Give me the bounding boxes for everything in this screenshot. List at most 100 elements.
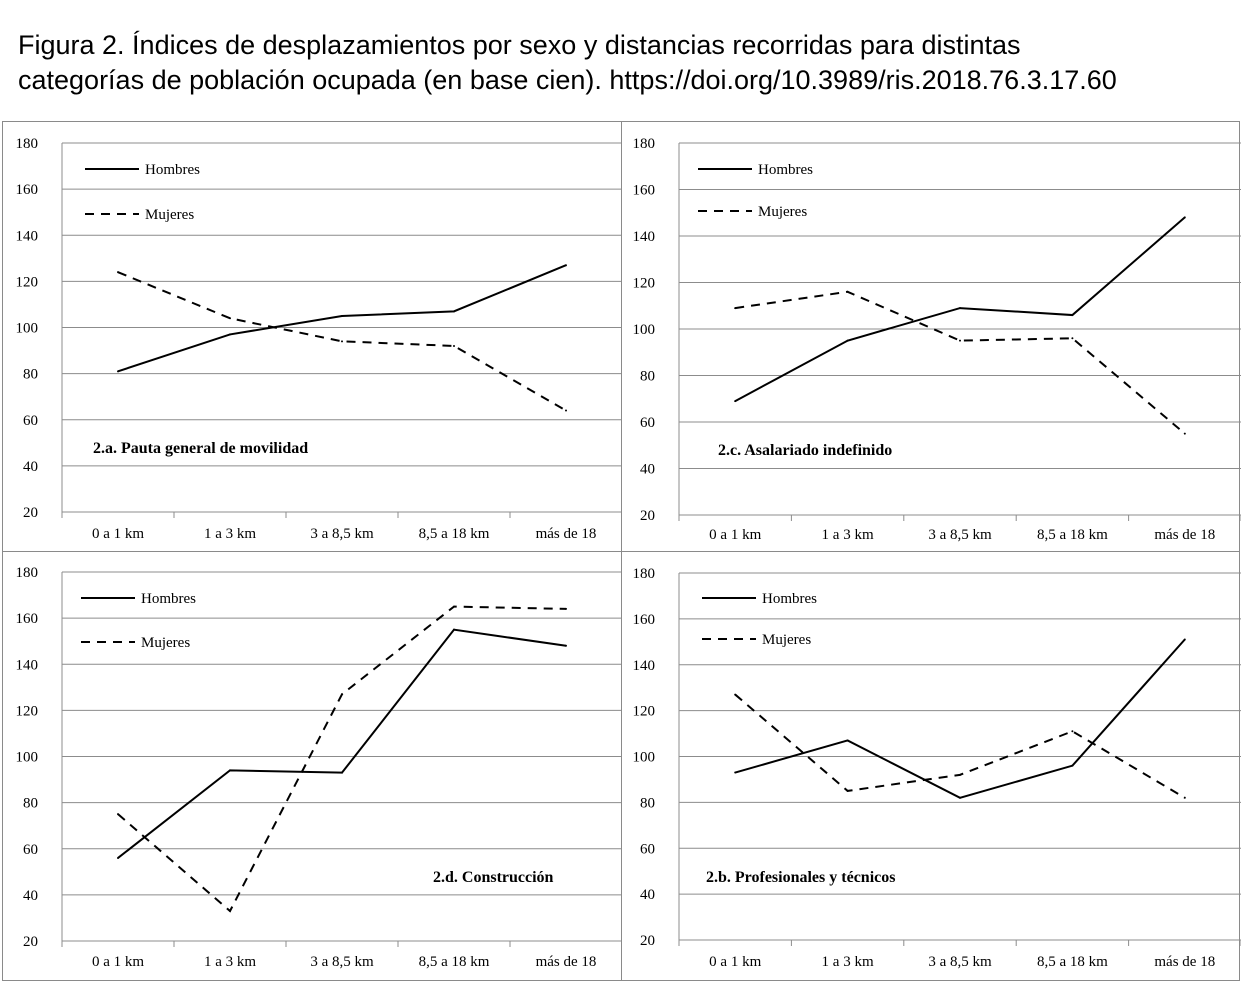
y-tick-label: 40 [23, 459, 38, 475]
series-line-mujeres [117, 605, 567, 913]
y-tick-label: 40 [23, 888, 38, 904]
x-tick-label: 1 a 3 km [204, 954, 256, 970]
y-tick-label: 80 [640, 795, 655, 811]
y-tick-label: 160 [16, 182, 39, 198]
y-tick-label: 60 [640, 841, 655, 857]
data-point-mujeres [846, 789, 849, 792]
data-point-hombres [1183, 216, 1186, 219]
x-tick-label: 8,5 a 18 km [419, 526, 490, 542]
y-tick-label: 180 [633, 136, 656, 152]
x-tick-label: 0 a 1 km [709, 527, 761, 543]
y-tick-label: 100 [16, 321, 39, 337]
data-point-hombres [565, 644, 567, 647]
data-point-hombres [1183, 638, 1186, 641]
chart-panel-profesionales-tecnicos: 20 40 60 80 100 120 140 160 180 0 a 1 km 1 a 3 km 3… [621, 551, 1241, 981]
panel-label: 2.d. Construcción [433, 869, 554, 886]
data-point-hombres [1071, 764, 1074, 767]
x-tick-label: 1 a 3 km [822, 954, 874, 970]
data-point-mujeres [1183, 796, 1186, 799]
x-tick-label: 0 a 1 km [92, 954, 144, 970]
data-point-mujeres [117, 271, 119, 274]
data-point-mujeres [229, 317, 231, 320]
x-tick-label: 0 a 1 km [92, 526, 144, 542]
data-point-hombres [734, 400, 737, 403]
data-point-hombres [959, 796, 961, 799]
chart-svg: 20 40 60 80 100 120 140 160 180 0 a 1 km 1 a 3 km 3… [633, 566, 1241, 970]
data-point-hombres [341, 314, 343, 317]
figure-title: Figura 2. Índices de desplazamientos por… [18, 28, 1228, 98]
data-point-hombres [341, 771, 343, 774]
data-point-hombres [117, 370, 119, 373]
x-tick-label: 3 a 8,5 km [928, 954, 992, 970]
x-tick-label: 3 a 8,5 km [310, 526, 374, 542]
data-point-mujeres [565, 409, 567, 412]
y-tick-label: 20 [640, 933, 655, 949]
x-tick-label: 3 a 8,5 km [928, 527, 992, 543]
chart-svg: 20 40 60 80 100 120 140 160 180 0 a 1 km 1 a 3 km 3… [16, 136, 623, 542]
data-point-mujeres [734, 693, 737, 696]
data-point-mujeres [734, 307, 737, 310]
y-tick-label: 20 [23, 505, 38, 521]
legend-label-hombres: Hombres [145, 162, 200, 178]
x-tick-label: más de 18 [1154, 954, 1215, 970]
y-tick-label: 160 [16, 611, 39, 627]
y-tick-label: 60 [23, 842, 38, 858]
data-point-mujeres [117, 813, 119, 816]
y-tick-label: 120 [633, 276, 656, 292]
panel-label: 2.c. Asalariado indefinido [718, 442, 892, 459]
data-point-hombres [229, 769, 231, 772]
series-line-hombres [734, 216, 1186, 402]
data-point-mujeres [959, 773, 961, 776]
figure-title-line-1: Figura 2. Índices de desplazamientos por… [18, 30, 1021, 60]
data-point-mujeres [341, 340, 343, 343]
y-tick-label: 180 [16, 136, 39, 152]
chart-svg: 20 40 60 80 100 120 140 160 180 0 a 1 km 1 a 3 km 3… [633, 136, 1241, 543]
chart-panel-construccion: 20 40 60 80 100 120 140 160 180 0 a 1 km 1 a 3 km 3… [2, 551, 623, 981]
data-point-hombres [229, 333, 231, 336]
data-point-hombres [734, 771, 737, 774]
y-tick-label: 140 [633, 658, 656, 674]
y-tick-label: 120 [16, 703, 39, 719]
y-tick-label: 120 [633, 704, 656, 720]
legend-label-mujeres: Mujeres [758, 204, 807, 220]
y-tick-label: 180 [16, 565, 39, 581]
legend-label-hombres: Hombres [762, 591, 817, 607]
data-point-mujeres [1183, 432, 1186, 435]
legend-label-mujeres: Mujeres [141, 635, 190, 651]
chart-panel-asalariado-indefinido: 20 40 60 80 100 120 140 160 180 0 a 1 km 1 a 3 km 3… [621, 121, 1241, 552]
series-line-mujeres [117, 271, 567, 412]
y-tick-label: 140 [633, 229, 656, 245]
data-point-hombres [846, 739, 849, 742]
data-point-mujeres [453, 605, 455, 608]
legend-label-hombres: Hombres [758, 162, 813, 178]
x-tick-label: 8,5 a 18 km [1037, 527, 1108, 543]
x-tick-label: 8,5 a 18 km [419, 954, 490, 970]
x-tick-label: más de 18 [1154, 527, 1215, 543]
y-tick-label: 80 [640, 369, 655, 385]
data-point-mujeres [341, 693, 343, 696]
x-tick-label: 3 a 8,5 km [310, 954, 374, 970]
panel-label: 2.a. Pauta general de movilidad [93, 440, 308, 457]
y-tick-label: 20 [23, 934, 38, 950]
y-tick-label: 80 [23, 367, 38, 383]
series-line-mujeres [735, 290, 1186, 435]
x-tick-label: más de 18 [536, 954, 597, 970]
data-point-hombres [846, 339, 849, 342]
figure-title-line-2: categorías de población ocupada (en base… [18, 65, 1117, 95]
data-point-mujeres [453, 344, 455, 347]
panel-label: 2.b. Profesionales y técnicos [706, 869, 895, 886]
y-tick-label: 40 [640, 887, 655, 903]
y-tick-label: 20 [640, 508, 655, 524]
legend-label-hombres: Hombres [141, 591, 196, 607]
y-tick-label: 60 [23, 413, 38, 429]
y-tick-label: 120 [16, 274, 39, 290]
data-point-hombres [117, 856, 119, 859]
data-point-mujeres [1071, 730, 1074, 733]
chart-panel-pauta-general: 20 40 60 80 100 120 140 160 180 0 a 1 km 1 a 3 km 3… [2, 121, 623, 552]
data-point-hombres [453, 628, 455, 631]
y-tick-label: 180 [633, 566, 656, 582]
y-tick-label: 140 [16, 657, 39, 673]
x-tick-label: 1 a 3 km [822, 527, 874, 543]
y-tick-label: 80 [23, 796, 38, 812]
y-tick-label: 160 [633, 612, 656, 628]
